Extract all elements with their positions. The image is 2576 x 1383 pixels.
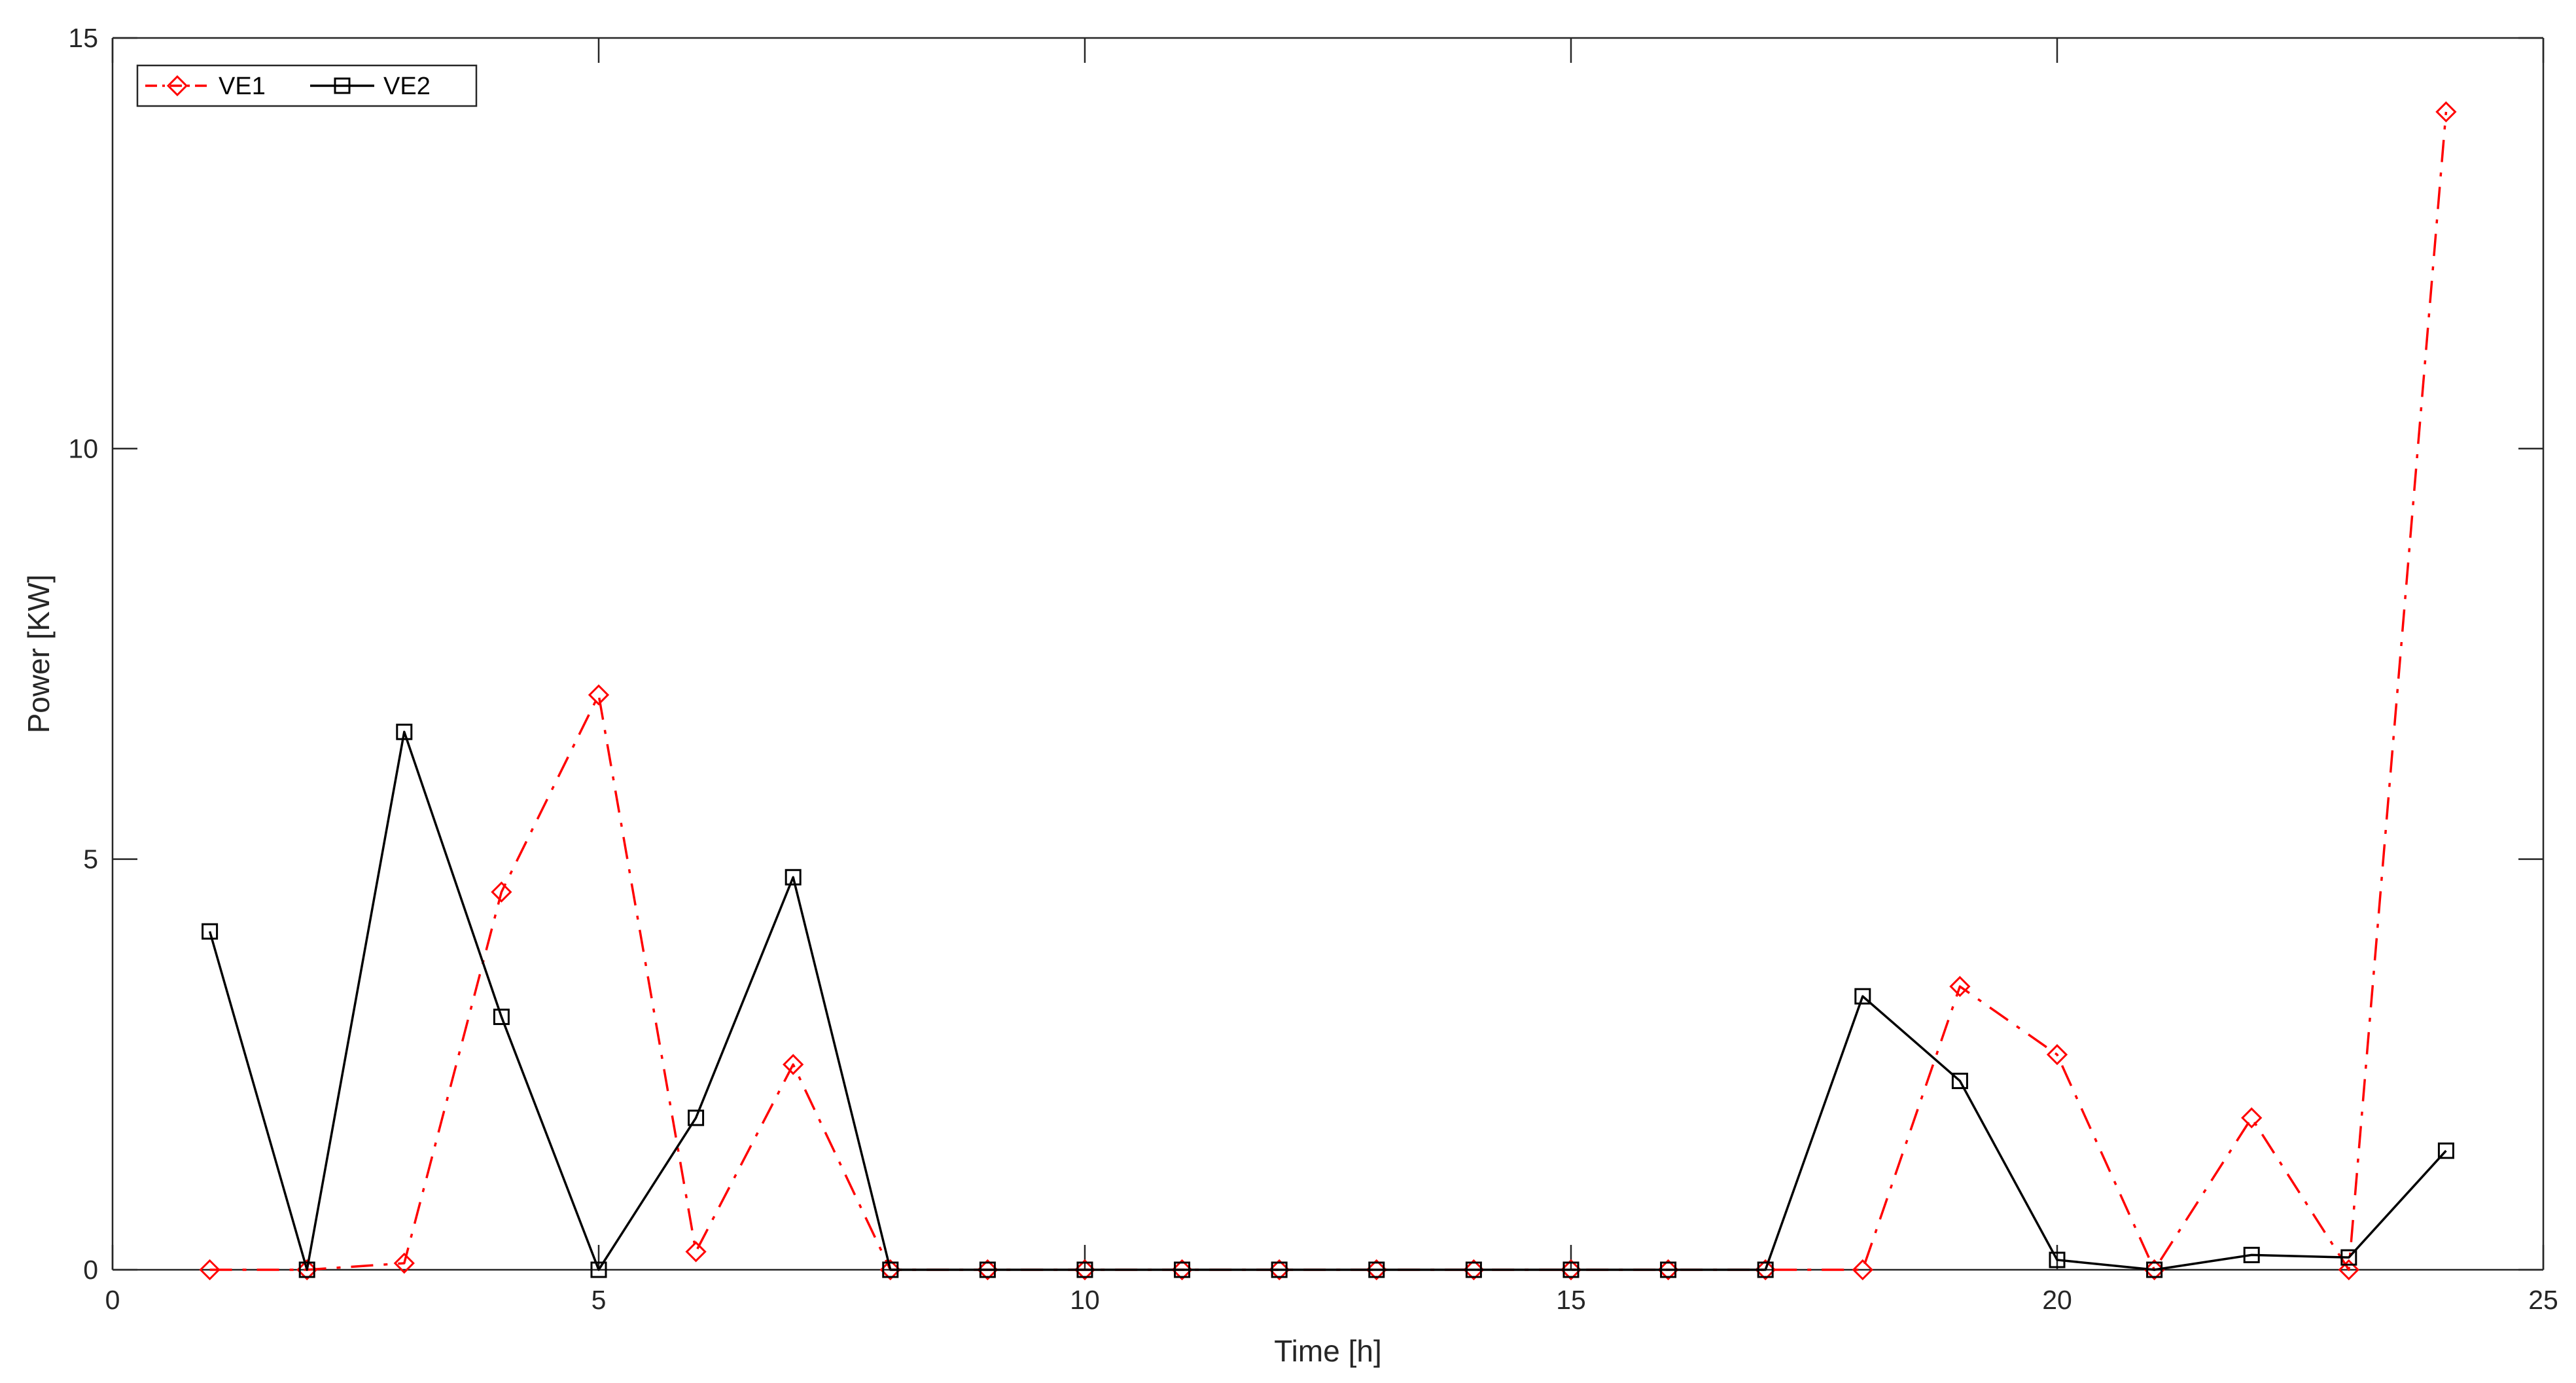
data-point-ve2 — [202, 923, 219, 940]
data-point-ve2 — [979, 1261, 996, 1278]
data-point-ve2 — [1562, 1261, 1579, 1278]
data-point-ve1 — [1463, 1259, 1485, 1281]
x-tick-label: 0 — [105, 1285, 120, 1315]
data-point-ve1 — [783, 1054, 804, 1075]
legend-label: VE2 — [383, 73, 431, 100]
data-point-ve1 — [588, 684, 610, 706]
data-point-ve1 — [2241, 1107, 2263, 1129]
x-tick-label: 20 — [2042, 1285, 2072, 1315]
data-point-ve1 — [2338, 1259, 2359, 1281]
data-point-ve2 — [1465, 1261, 1482, 1278]
series-line-ve2 — [208, 730, 2447, 1271]
data-point-ve1 — [296, 1259, 318, 1281]
x-tick-label: 5 — [591, 1285, 607, 1315]
data-point-ve1 — [491, 881, 512, 903]
y-tick-label: 10 — [68, 433, 98, 463]
legend: VE1 VE2 — [136, 64, 478, 107]
legend-swatch-marker — [166, 75, 188, 97]
series-line-ve1 — [209, 111, 2448, 1271]
data-point-ve1 — [1269, 1259, 1290, 1281]
data-point-ve1 — [1366, 1259, 1387, 1281]
data-point-ve1 — [879, 1259, 901, 1281]
data-point-ve2 — [590, 1261, 607, 1278]
legend-item-ve1: VE1 — [145, 73, 266, 100]
series-ve2 — [202, 723, 2454, 1278]
data-point-ve1 — [1852, 1259, 1873, 1281]
data-point-ve2 — [1174, 1261, 1191, 1278]
data-point-ve2 — [882, 1261, 899, 1278]
data-point-ve2 — [2437, 1142, 2454, 1159]
data-point-ve2 — [1854, 988, 1871, 1005]
data-point-ve2 — [688, 1109, 705, 1126]
data-point-ve1 — [1657, 1259, 1679, 1281]
data-point-ve1 — [2435, 101, 2457, 123]
data-point-ve2 — [1757, 1261, 1774, 1278]
data-point-ve2 — [1271, 1261, 1288, 1278]
data-point-ve1 — [1171, 1259, 1193, 1281]
data-point-ve2 — [1951, 1072, 1968, 1089]
data-point-ve2 — [493, 1009, 510, 1026]
data-point-ve2 — [298, 1261, 315, 1278]
data-point-ve2 — [1076, 1261, 1093, 1278]
data-point-ve1 — [2046, 1044, 2068, 1066]
data-point-ve1 — [393, 1252, 415, 1274]
data-point-ve2 — [2243, 1246, 2260, 1263]
x-tick-label: 15 — [1556, 1285, 1586, 1315]
y-axis-label: Power [KW] — [22, 575, 56, 734]
axes: 0 5 10 15 20 25 0 5 10 15 — [68, 23, 2558, 1315]
legend-item-ve2: VE2 — [310, 73, 431, 100]
data-point-ve2 — [2340, 1249, 2357, 1266]
data-point-ve2 — [785, 869, 802, 886]
data-point-ve1 — [1560, 1259, 1582, 1281]
y-tick-label: 5 — [83, 844, 98, 874]
data-point-ve1 — [2144, 1259, 2165, 1281]
data-point-ve1 — [1949, 976, 1971, 997]
data-point-ve2 — [2146, 1261, 2163, 1278]
x-tick-label: 25 — [2528, 1285, 2558, 1315]
series-ve1 — [199, 101, 2457, 1281]
data-point-ve1 — [977, 1259, 998, 1281]
legend-box — [136, 64, 478, 107]
x-tick-label: 10 — [1070, 1285, 1100, 1315]
data-point-ve1 — [1074, 1259, 1096, 1281]
axis-labels: Time [h] Power [KW] — [22, 575, 1382, 1368]
data-point-ve1 — [685, 1241, 707, 1263]
data-point-ve2 — [396, 723, 413, 740]
data-point-ve2 — [1660, 1261, 1677, 1278]
legend-swatch-marker — [334, 77, 351, 94]
series-group — [199, 101, 2457, 1281]
x-axis-label: Time [h] — [1274, 1334, 1381, 1368]
data-point-ve1 — [1755, 1259, 1776, 1281]
data-point-ve2 — [2049, 1251, 2066, 1268]
data-point-ve1 — [199, 1259, 221, 1281]
data-point-ve2 — [1368, 1261, 1385, 1278]
y-tick-label: 15 — [68, 23, 98, 53]
y-tick-label: 0 — [83, 1255, 98, 1285]
legend-label: VE1 — [219, 73, 266, 100]
